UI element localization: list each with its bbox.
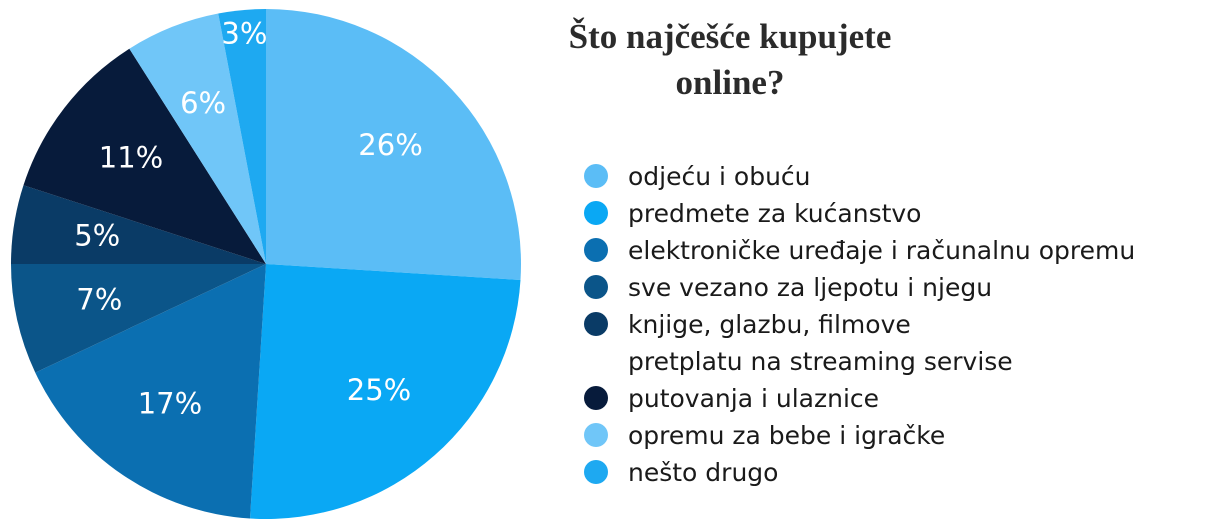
legend-swatch [584,386,608,410]
legend-item: nešto drugo [580,454,1135,491]
legend-item: putovanja i ulaznice [580,380,1135,417]
pie-slice [35,264,266,519]
legend-swatch [584,275,608,299]
slice-label: 5% [74,218,120,252]
legend: odjeću i obuću predmete za kućanstvo elekt… [580,158,1135,491]
slice-label: 7% [76,282,122,316]
legend-item: sve vezano za ljepotu i njegu [580,269,1135,306]
slice-label: 3% [221,17,267,51]
legend-swatch [584,164,608,188]
slice-label: 25% [347,373,411,407]
legend-label: sve vezano za ljepotu i njegu [628,273,993,302]
legend-item: knjige, glazbu, filmove pretplatu na str… [580,306,1135,380]
legend-item: opremu za bebe i igračke [580,417,1135,454]
slice-label: 11% [99,140,163,174]
legend-swatch [584,238,608,262]
legend-label: nešto drugo [628,458,779,487]
legend-item: predmete za kućanstvo [580,195,1135,232]
slice-label: 17% [138,386,202,420]
legend-label: odjeću i obuću [628,162,811,191]
pie-slice [11,185,266,264]
pie-slice [129,13,266,264]
legend-swatch [584,423,608,447]
legend-swatch [584,312,608,336]
pie-slice [266,9,521,281]
legend-item: elektroničke uređaje i računalnu opremu [580,232,1135,269]
legend-swatch [584,460,608,484]
legend-item: odjeću i obuću [580,158,1135,195]
legend-label: knjige, glazbu, filmove pretplatu na str… [628,310,1013,376]
legend-label: opremu za bebe i igračke [628,421,946,450]
slice-label: 6% [180,86,226,120]
legend-swatch [584,201,608,225]
slice-label: 26% [358,128,422,162]
legend-label: elektroničke uređaje i računalnu opremu [628,236,1136,265]
pie-slice [11,264,266,373]
chart-title: Što najčešće kupujete online? [568,17,892,102]
pie-slice [23,48,266,264]
pie-slice [249,264,521,519]
legend-label: putovanja i ulaznice [628,384,880,413]
legend-label: predmete za kućanstvo [628,199,922,228]
pie-slice [218,9,266,264]
